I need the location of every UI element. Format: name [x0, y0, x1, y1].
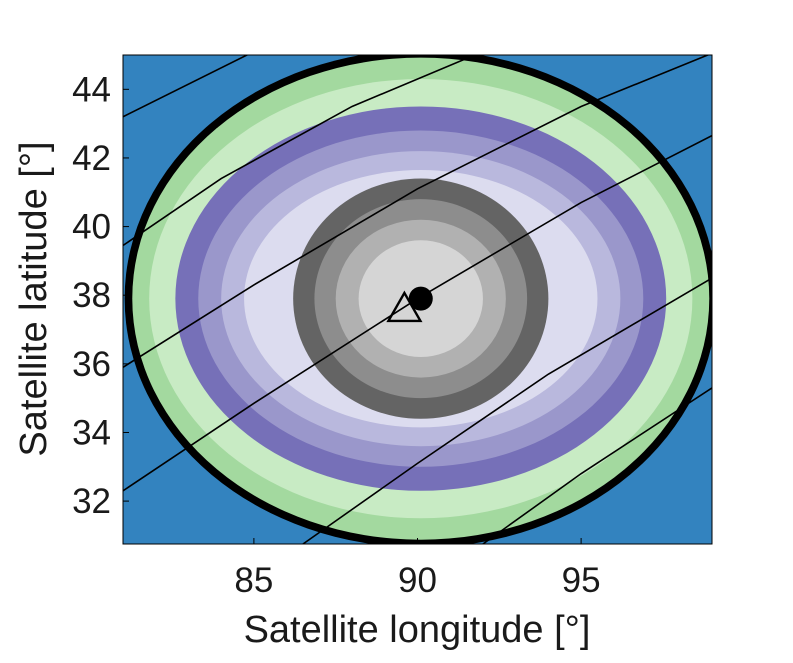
- x-tick-label: 95: [562, 561, 601, 600]
- y-tick-label: 36: [72, 345, 111, 384]
- x-tick-label: 85: [234, 561, 273, 600]
- y-tick-label: 38: [72, 276, 111, 315]
- y-tick-label: 32: [72, 482, 111, 521]
- y-tick-label: 34: [72, 413, 111, 452]
- y-tick-labels: 32 34 36 38 40 42 44: [72, 70, 129, 521]
- y-axis-label: Satellite latitude [°]: [13, 141, 55, 456]
- x-tick-label: 90: [398, 561, 437, 600]
- y-tick-label: 42: [72, 139, 111, 178]
- y-tick-label: 40: [72, 208, 111, 247]
- y-tick-label: 44: [72, 70, 111, 109]
- x-tick-labels: 85 90 95: [234, 538, 600, 600]
- x-axis-label: Satellite longitude [°]: [244, 609, 591, 651]
